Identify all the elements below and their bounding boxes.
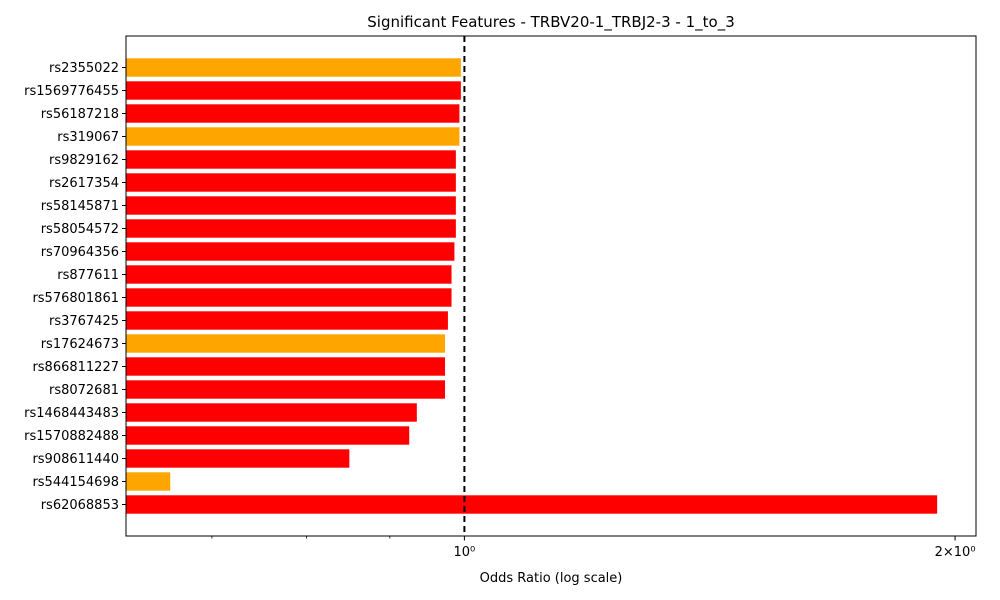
y-ticks-group: rs2355022 rs1569776455 rs56187218 rs319067 r… (24, 61, 126, 513)
y-tick-label: rs3767425 (49, 314, 119, 329)
bar-rs576801861 (126, 288, 452, 307)
y-tick-label: rs2617354 (49, 176, 119, 191)
bar-rs1569776455 (126, 81, 461, 100)
y-tick-label: rs9829162 (49, 153, 119, 168)
bar-rs544154698 (126, 472, 171, 491)
y-tick-label: rs576801861 (32, 291, 119, 306)
plot-frame (125, 35, 977, 537)
y-tick-label: rs908611440 (32, 452, 119, 467)
bar-rs58054572 (126, 219, 456, 238)
y-tick-label: rs8072681 (49, 383, 119, 398)
y-tick-label: rs2355022 (49, 61, 119, 76)
y-tick-label: rs56187218 (41, 107, 119, 122)
bar-rs908611440 (126, 449, 350, 468)
x-tick-label: 2×10⁰ (935, 545, 976, 560)
bar-rs319067 (126, 127, 460, 146)
chart-title: Significant Features - TRBV20-1_TRBJ2-3 … (367, 13, 735, 32)
y-tick-label: rs62068853 (41, 498, 119, 513)
bar-rs1570882488 (126, 426, 410, 445)
bar-rs8072681 (126, 380, 446, 399)
y-tick-label: rs58145871 (41, 199, 119, 214)
bar-rs2617354 (126, 173, 456, 192)
y-tick-label: rs1570882488 (24, 429, 119, 444)
bar-rs2355022 (126, 58, 461, 77)
bar-rs3767425 (126, 311, 448, 330)
bar-rs9829162 (126, 150, 456, 169)
x-axis-label: Odds Ratio (log scale) (480, 571, 623, 586)
bar-rs877611 (126, 265, 452, 284)
bar-rs1468443483 (126, 403, 417, 422)
y-tick-label: rs319067 (57, 130, 119, 145)
y-tick-label: rs70964356 (41, 245, 119, 260)
x-ticks-group: 10⁰ 2×10⁰ (211, 536, 976, 560)
x-tick-label: 10⁰ (454, 545, 476, 560)
bars-group (126, 58, 938, 514)
bar-rs58145871 (126, 196, 456, 215)
bar-rs866811227 (126, 357, 446, 376)
y-tick-label: rs866811227 (32, 360, 119, 375)
bar-rs70964356 (126, 242, 455, 261)
y-tick-label: rs1569776455 (24, 84, 119, 99)
y-tick-label: rs17624673 (41, 337, 119, 352)
y-tick-label: rs58054572 (41, 222, 119, 237)
y-tick-label: rs877611 (57, 268, 119, 283)
bar-rs17624673 (126, 334, 446, 353)
bar-rs62068853 (126, 495, 938, 514)
y-tick-label: rs544154698 (32, 475, 119, 490)
bar-rs56187218 (126, 104, 460, 123)
y-tick-label: rs1468443483 (24, 406, 119, 421)
